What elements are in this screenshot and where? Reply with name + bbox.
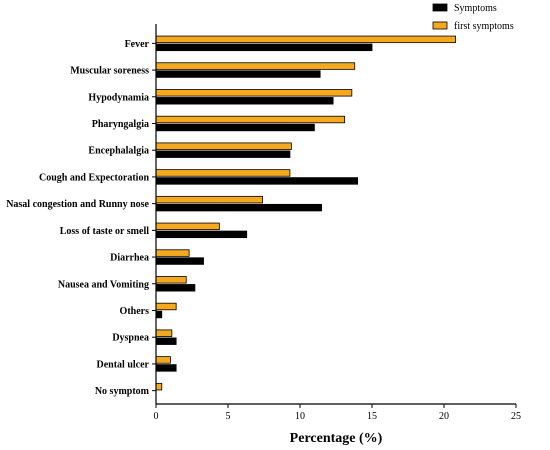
category-label-loss-of-taste-or-smell: Loss of taste or smell (60, 226, 149, 237)
legend-label-symptoms: Symptoms (454, 3, 497, 14)
x-tick-label-25: 25 (511, 411, 521, 422)
bar-first-symptoms-diarrhea (155, 249, 190, 257)
category-label-hypodynamia: Hypodynamia (88, 92, 149, 103)
bar-symptoms-pharyngalgia (155, 123, 315, 132)
bar-first-symptoms-pharyngalgia (155, 115, 346, 124)
x-tick-label-5: 5 (226, 411, 231, 422)
category-label-nasal-congestion-and-runny-nose: Nasal congestion and Runny nose (6, 199, 149, 210)
bar-symptoms-nasal-congestion-and-runny-nose (155, 203, 323, 212)
category-label-no-symptom: No symptom (95, 386, 150, 397)
bar-first-symptoms-dyspnea (155, 329, 173, 337)
bar-first-symptoms-fever (155, 35, 456, 44)
bar-first-symptoms-hypodynamia (155, 89, 353, 97)
bar-symptoms-muscular-soreness (155, 70, 321, 78)
legend: Symptoms first symptoms (432, 3, 514, 32)
category-label-others: Others (120, 306, 150, 317)
x-axis-label: Percentage (%) (290, 431, 383, 446)
bar-first-symptoms-cough-and-expectoration (155, 169, 291, 177)
bar-symptoms-dental-ulcer (155, 364, 177, 372)
bar-symptoms-fever (155, 43, 373, 52)
bar-first-symptoms-no-symptom (155, 382, 163, 391)
category-label-encephalalgia: Encephalalgia (88, 146, 149, 157)
category-label-diarrhea: Diarrhea (110, 253, 149, 264)
category-label-dyspnea: Dyspnea (112, 333, 149, 344)
legend-swatch-symptoms (432, 3, 448, 12)
bar-first-symptoms-encephalalgia (155, 142, 292, 150)
category-label-fever: Fever (125, 39, 150, 50)
bar-symptoms-encephalalgia (155, 150, 291, 158)
bar-symptoms-loss-of-taste-or-smell (155, 230, 248, 239)
legend-label-first-symptoms: first symptoms (454, 21, 514, 32)
bar-symptoms-hypodynamia (155, 97, 334, 105)
x-tick-label-0: 0 (154, 411, 159, 422)
bar-first-symptoms-nausea-and-vomiting (155, 276, 187, 284)
bar-first-symptoms-muscular-soreness (155, 62, 356, 70)
legend-swatch-first-symptoms (432, 21, 448, 30)
bar-symptoms-cough-and-expectoration (155, 177, 359, 185)
bar-first-symptoms-dental-ulcer (155, 356, 171, 364)
category-label-nausea-and-vomiting: Nausea and Vomiting (58, 279, 149, 290)
bar-symptoms-diarrhea (155, 257, 204, 265)
x-tick-label-10: 10 (295, 411, 305, 422)
category-label-muscular-soreness: Muscular soreness (70, 66, 149, 77)
bar-first-symptoms-others (155, 302, 177, 311)
bar-symptoms-others (155, 310, 163, 319)
x-tick-label-15: 15 (367, 411, 377, 422)
plot-area: Fever Muscular soreness Hypodynamia Pharyng… (6, 24, 521, 422)
x-tick-label-20: 20 (439, 411, 449, 422)
bar-symptoms-nausea-and-vomiting (155, 284, 196, 292)
bar-first-symptoms-nasal-congestion-and-runny-nose (155, 195, 263, 204)
bar-symptoms-dyspnea (155, 337, 177, 345)
category-label-pharyngalgia: Pharyngalgia (92, 119, 149, 130)
bar-first-symptoms-loss-of-taste-or-smell (155, 222, 220, 231)
category-label-cough-and-expectoration: Cough and Expectoration (39, 172, 149, 183)
category-label-dental-ulcer: Dental ulcer (97, 359, 150, 370)
